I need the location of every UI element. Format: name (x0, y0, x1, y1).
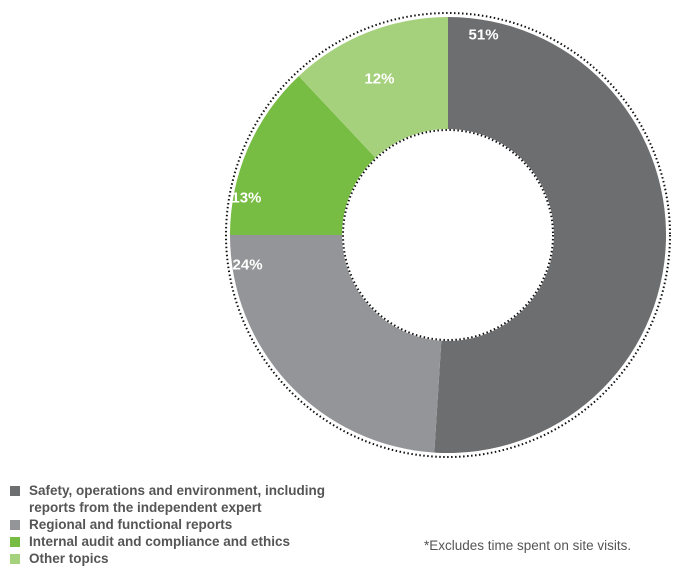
outer-dotted-ring (225, 12, 671, 458)
legend-item-safety-operations: Safety, operations and environment, incl… (10, 482, 370, 516)
legend-swatch-internal-audit (10, 537, 20, 547)
donut-chart: 51% 24% 13% 12% (225, 12, 671, 458)
legend-label-internal-audit: Internal audit and compliance and ethics (29, 534, 291, 549)
slice-label-safety-operations: 51% (469, 26, 499, 43)
legend-item-regional-functional: Regional and functional reports (10, 516, 370, 533)
legend: Safety, operations and environment, incl… (10, 482, 370, 567)
slice-label-other-topics: 12% (364, 70, 394, 87)
legend-label-safety-operations-line2: reports from the independent expert (29, 500, 262, 515)
legend-swatch-regional-functional (10, 520, 20, 530)
slice-regional-functional (230, 235, 442, 453)
legend-swatch-safety-operations (10, 486, 20, 496)
slice-label-internal-audit: 13% (231, 189, 261, 206)
slice-labels: 51% 24% 13% 12% (231, 26, 498, 273)
slice-safety-operations (434, 17, 667, 453)
footnote: *Excludes time spent on site visits. (424, 538, 632, 553)
legend-label-regional-functional: Regional and functional reports (29, 517, 233, 532)
slice-other-topics (298, 17, 448, 158)
legend-label-safety-operations: Safety, operations and environment, incl… (29, 483, 326, 498)
donut-slices (230, 17, 667, 453)
slice-internal-audit (230, 76, 376, 235)
inner-dotted-ring (342, 129, 554, 341)
legend-item-internal-audit: Internal audit and compliance and ethics (10, 533, 370, 550)
legend-label-other-topics: Other topics (29, 551, 109, 566)
slice-label-regional-functional: 24% (233, 256, 263, 273)
legend-item-other-topics: Other topics (10, 550, 370, 567)
legend-swatch-other-topics (10, 554, 20, 564)
